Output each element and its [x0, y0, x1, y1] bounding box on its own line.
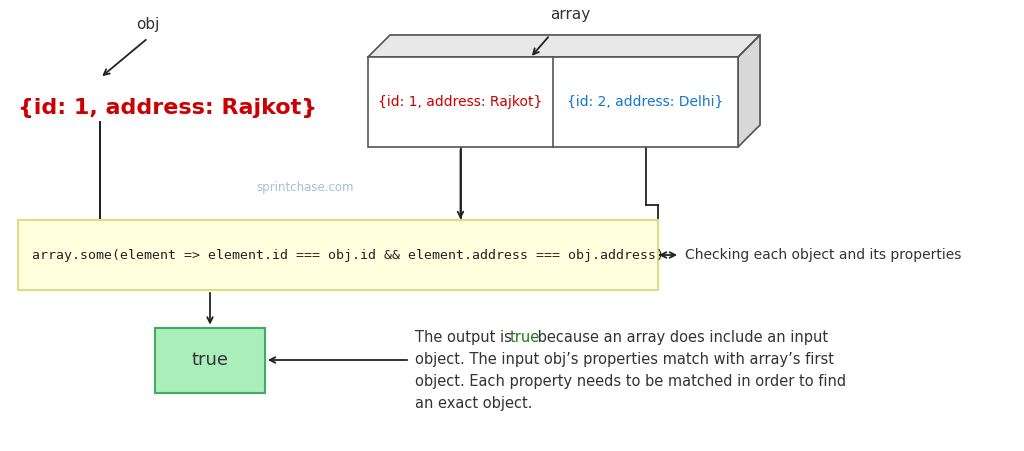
Text: true: true	[191, 351, 228, 369]
Text: sprintchase.com: sprintchase.com	[256, 181, 353, 194]
Text: obj: obj	[136, 17, 160, 32]
Text: true: true	[510, 330, 541, 345]
Text: array.some(element => element.id === obj.id && element.address === obj.address): array.some(element => element.id === obj…	[32, 249, 664, 262]
Text: {id: 2, address: Delhi}: {id: 2, address: Delhi}	[567, 95, 724, 109]
Text: array: array	[550, 7, 590, 22]
Text: because an array does include an input: because an array does include an input	[534, 330, 828, 345]
Polygon shape	[738, 35, 760, 147]
FancyBboxPatch shape	[18, 220, 658, 290]
FancyBboxPatch shape	[368, 57, 738, 147]
Text: The output is: The output is	[415, 330, 516, 345]
Text: object. Each property needs to be matched in order to find: object. Each property needs to be matche…	[415, 374, 846, 389]
Text: object. The input obj’s properties match with array’s first: object. The input obj’s properties match…	[415, 352, 834, 367]
FancyBboxPatch shape	[390, 35, 760, 125]
Text: Checking each object and its properties: Checking each object and its properties	[685, 248, 962, 262]
Polygon shape	[368, 35, 760, 57]
Text: an exact object.: an exact object.	[415, 396, 532, 411]
Text: {id: 1, address: Rajkot}: {id: 1, address: Rajkot}	[378, 95, 543, 109]
Text: {id: 1, address: Rajkot}: {id: 1, address: Rajkot}	[18, 98, 317, 118]
FancyBboxPatch shape	[155, 327, 265, 392]
